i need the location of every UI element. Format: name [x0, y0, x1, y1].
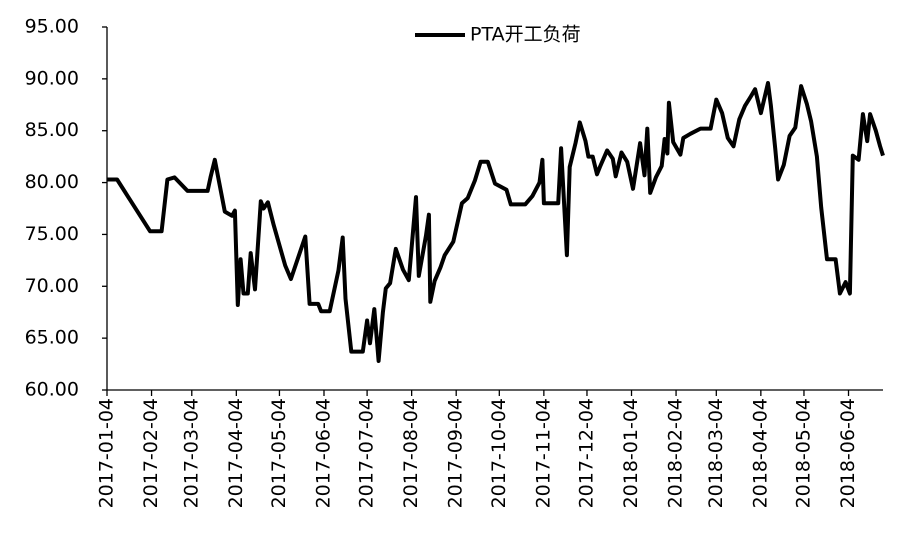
x-tick-label: 2017-07-04: [356, 398, 378, 508]
x-tick-label: 2017-09-04: [445, 398, 467, 508]
x-tick-label: 2017-08-04: [400, 398, 422, 508]
x-tick-label: 2017-03-04: [180, 398, 202, 508]
x-tick-label: 2017-11-04: [532, 398, 554, 508]
x-tick-label: 2018-03-04: [705, 398, 727, 508]
x-tick-label: 2017-05-04: [268, 398, 290, 508]
y-tick-label: 65.00: [25, 327, 79, 349]
x-tick-label: 2018-06-04: [837, 398, 859, 508]
y-tick-label: 95.00: [25, 16, 79, 38]
x-tick-label: 2017-12-04: [575, 398, 597, 508]
data-line: [107, 81, 885, 363]
x-tick-label: 2017-10-04: [488, 398, 510, 508]
y-tick-label: 85.00: [25, 119, 79, 141]
x-tick-label: 2018-02-04: [665, 398, 687, 508]
x-tick-label: 2017-06-04: [312, 398, 334, 508]
x-tick-label: 2018-01-04: [620, 398, 642, 508]
x-tick-label: 2018-05-04: [792, 398, 814, 508]
y-tick-label: 75.00: [25, 223, 79, 245]
y-tick-label: 80.00: [25, 171, 79, 193]
x-tick-label: 2017-02-04: [140, 398, 162, 508]
x-tick-label: 2018-04-04: [749, 398, 771, 508]
x-tick-label: 2017-01-04: [96, 398, 118, 508]
y-tick-label: 70.00: [25, 275, 79, 297]
x-tick-label: 2017-04-04: [225, 398, 247, 508]
y-tick-label: 60.00: [25, 379, 79, 401]
legend-label: PTA开工负荷: [470, 24, 581, 46]
y-tick-label: 90.00: [25, 67, 79, 89]
